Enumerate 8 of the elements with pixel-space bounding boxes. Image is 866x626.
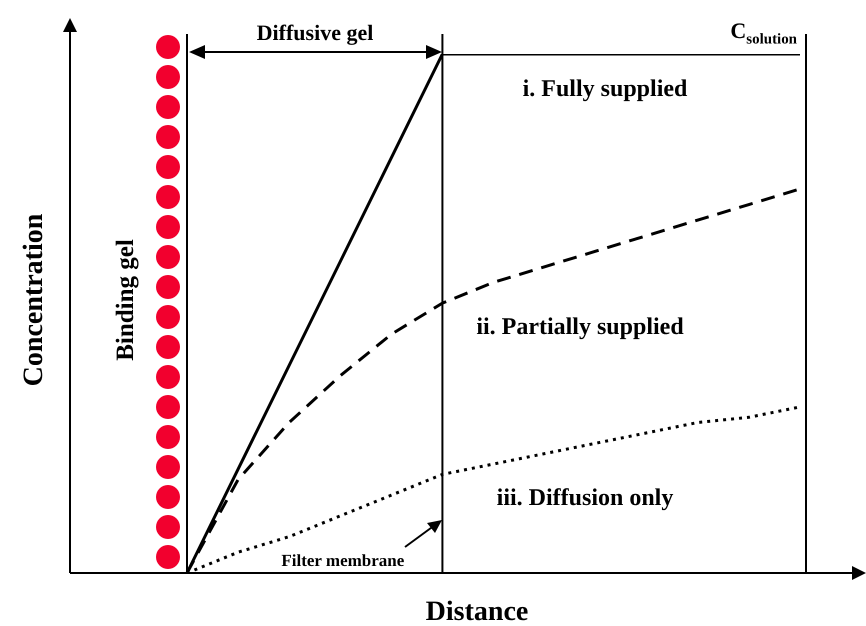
text: Binding gel: [112, 239, 139, 361]
annotation: Filter membrane: [281, 551, 405, 570]
annotation: i. Fully supplied: [522, 76, 688, 102]
text: Diffusive gel: [256, 20, 374, 45]
annotation: iii. Diffusion only: [496, 485, 674, 511]
x-axis-title: Distance: [426, 596, 528, 626]
annotation: ii. Partially supplied: [476, 314, 684, 340]
y-axis-title: Concentration: [18, 213, 49, 386]
